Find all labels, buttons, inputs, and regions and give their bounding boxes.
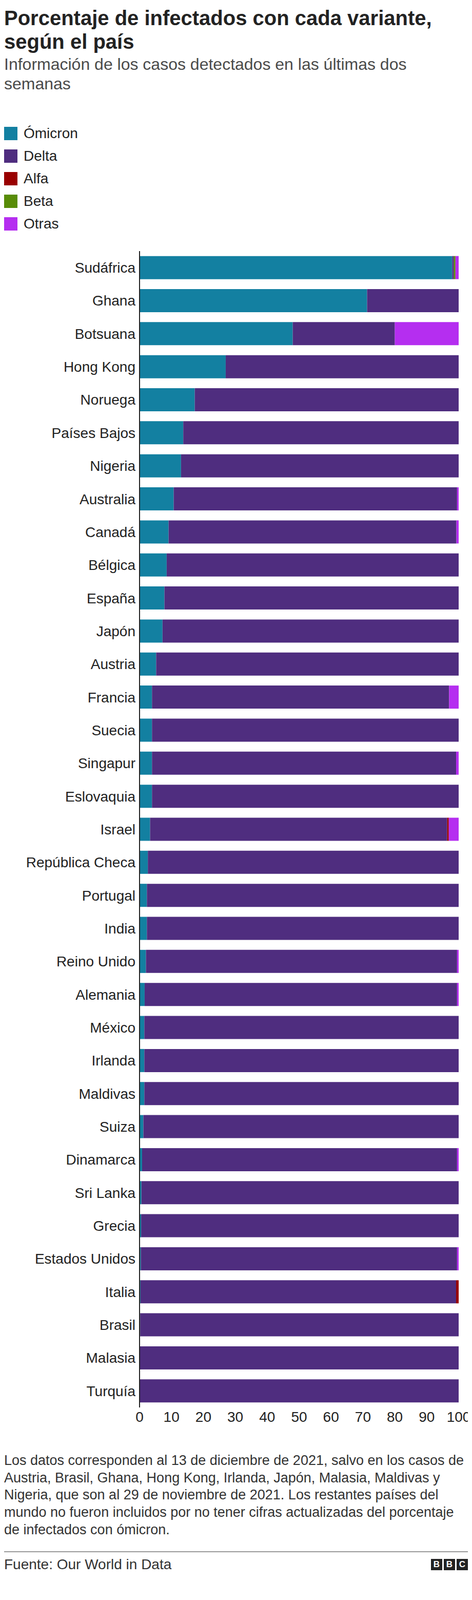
svg-text:Reino Unido: Reino Unido	[56, 952, 136, 969]
svg-text:Suiza: Suiza	[99, 1117, 136, 1134]
svg-text:República Checa: República Checa	[26, 853, 136, 870]
html-text:Los datos corresponden al 13 d: Los datos corresponden al 13 de diciembr…	[4, 1451, 464, 1536]
html-text:Ómicron: Ómicron	[23, 125, 78, 141]
svg-text:Austria: Austria	[90, 655, 136, 672]
svg-text:Japón: Japón	[96, 622, 136, 639]
svg-text:Estados Unidos: Estados Unidos	[34, 1249, 136, 1266]
svg-text:India: India	[104, 919, 136, 936]
svg-text:Irlanda: Irlanda	[91, 1051, 136, 1068]
svg-text:70: 70	[355, 1407, 371, 1424]
html-text:Alfa: Alfa	[23, 170, 49, 187]
svg-text:Bélgica: Bélgica	[88, 556, 136, 573]
svg-text:Singapur: Singapur	[77, 754, 136, 771]
svg-text:Dinamarca: Dinamarca	[66, 1150, 136, 1167]
html-text:C: C	[459, 1557, 466, 1568]
svg-text:Sri Lanka: Sri Lanka	[74, 1183, 136, 1200]
svg-text:Grecia: Grecia	[93, 1216, 136, 1233]
svg-text:40: 40	[259, 1407, 275, 1424]
svg-text:30: 30	[227, 1407, 244, 1424]
svg-text:Noruega: Noruega	[80, 391, 136, 408]
svg-text:Nigeria: Nigeria	[89, 457, 136, 474]
html-text:Otras: Otras	[23, 215, 59, 232]
svg-text:Maldivas: Maldivas	[79, 1084, 136, 1101]
html-text:Porcentaje de infectados con c: Porcentaje de infectados con cada varian…	[4, 6, 432, 53]
svg-text:20: 20	[195, 1407, 212, 1424]
svg-text:100: 100	[446, 1407, 468, 1424]
html-text:B: B	[446, 1557, 453, 1568]
svg-text:Italia: Italia	[105, 1283, 136, 1300]
html-text:Delta: Delta	[23, 147, 58, 164]
html-text:Información de los casos detec: Información de los casos detectados en l…	[4, 54, 407, 94]
svg-text:Países Bajos: Países Bajos	[51, 424, 136, 441]
svg-text:Brasil: Brasil	[99, 1315, 136, 1332]
svg-text:Ghana: Ghana	[92, 292, 136, 309]
svg-text:Portugal: Portugal	[82, 886, 136, 903]
svg-text:Israel: Israel	[100, 820, 136, 837]
svg-text:México: México	[89, 1018, 136, 1035]
html-text:Beta: Beta	[23, 192, 54, 209]
svg-text:80: 80	[386, 1407, 403, 1424]
svg-text:Alemania: Alemania	[75, 985, 136, 1002]
svg-text:Malasia: Malasia	[86, 1348, 136, 1365]
svg-text:Canadá: Canadá	[85, 523, 136, 540]
svg-text:90: 90	[418, 1407, 435, 1424]
html-text:Fuente: Our World in Data: Fuente: Our World in Data	[4, 1554, 172, 1571]
svg-text:Francia: Francia	[87, 688, 136, 705]
svg-text:Hong Kong: Hong Kong	[63, 358, 136, 375]
svg-text:Turquía: Turquía	[86, 1382, 136, 1399]
svg-text:España: España	[86, 589, 136, 606]
html-text:B: B	[433, 1557, 440, 1568]
svg-text:60: 60	[323, 1407, 340, 1424]
svg-text:0: 0	[135, 1407, 144, 1424]
svg-text:Suecia: Suecia	[91, 721, 136, 738]
svg-text:Australia: Australia	[79, 490, 136, 507]
svg-text:Botsuana: Botsuana	[74, 325, 136, 342]
svg-text:Eslovaquia: Eslovaquia	[65, 787, 136, 804]
svg-text:50: 50	[290, 1407, 307, 1424]
svg-text:10: 10	[163, 1407, 180, 1424]
svg-text:Sudáfrica: Sudáfrica	[74, 259, 136, 276]
